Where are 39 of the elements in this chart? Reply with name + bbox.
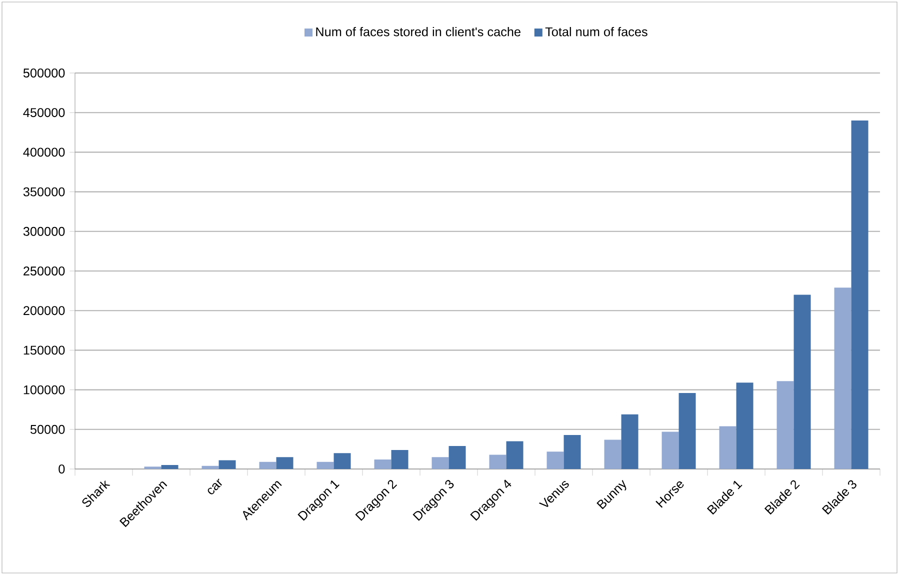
- bar: [621, 414, 638, 469]
- bar: [719, 426, 736, 469]
- y-tick-label: 200000: [24, 306, 65, 316]
- bar: [834, 288, 852, 469]
- bar: [564, 434, 581, 469]
- bar: [546, 452, 564, 469]
- y-tick-label: 150000: [24, 346, 65, 355]
- y-tick-label: 400000: [23, 148, 65, 157]
- bar: [218, 460, 236, 469]
- bar: [432, 457, 449, 469]
- bar: [316, 462, 334, 469]
- bar: [334, 453, 351, 469]
- y-tick-label: 50000: [30, 424, 65, 434]
- x-tick-label: car: [208, 478, 222, 494]
- y-tick-label: 500000: [23, 68, 65, 78]
- bar: [678, 392, 696, 469]
- bar: [161, 465, 178, 469]
- bar: [794, 294, 811, 469]
- y-tick-label: 100000: [24, 385, 65, 394]
- bar: [506, 441, 524, 469]
- bar: [662, 432, 679, 469]
- bar: [448, 446, 466, 469]
- bar: [604, 440, 622, 469]
- bar: [259, 462, 276, 469]
- y-tick-label: 250000: [24, 266, 65, 276]
- legend-label: Num of faces stored in client's cache: [316, 26, 520, 36]
- bar: [276, 457, 294, 469]
- y-tick-label: 450000: [23, 108, 65, 118]
- y-tick-label: 350000: [23, 187, 65, 196]
- bar: [776, 381, 794, 469]
- y-tick-label: 0: [58, 464, 65, 474]
- bar: [736, 382, 754, 469]
- bar: [851, 120, 868, 469]
- bar: [391, 450, 408, 469]
- y-tick-label: 300000: [23, 226, 65, 236]
- bar: [202, 466, 219, 469]
- bar: [489, 454, 506, 469]
- legend-label: Total num of faces: [545, 26, 648, 36]
- bar: [374, 459, 392, 469]
